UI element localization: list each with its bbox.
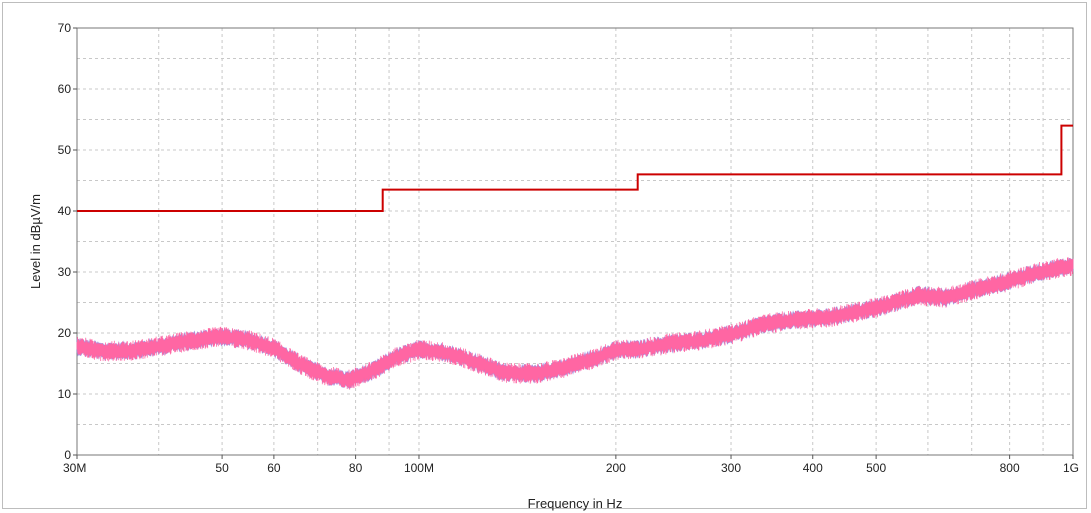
grid [77,28,1073,455]
y-tick-label: 10 [58,387,72,401]
measurement-trace [76,257,1074,390]
y-tick-label: 0 [64,448,71,462]
x-tick-label: 50 [215,461,229,475]
x-tick-label: 300 [721,461,741,475]
y-tick-label: 20 [58,326,72,340]
y-tick-label: 70 [58,21,72,35]
x-tick-label: 1G [1063,461,1079,475]
x-tick-label: 500 [866,461,886,475]
limit-line [77,124,1073,212]
measurement-band [76,258,1074,389]
y-tick-label: 60 [58,82,72,96]
y-tick-label: 30 [58,265,72,279]
y-tick-labels: 0 10 20 30 40 50 60 70 [58,21,77,462]
x-tick-label: 80 [349,461,363,475]
x-axis-label: Frequency in Hz [528,496,623,511]
x-tick-label: 800 [1000,461,1020,475]
x-tick-label: 100M [404,461,434,475]
y-tick-label: 50 [58,143,72,157]
limit-step-line [77,124,1073,212]
x-tick-label: 200 [606,461,626,475]
x-tick-labels: 30M 50 60 80 100M 200 300 400 500 800 1G [63,455,1079,475]
x-tick-label: 30M [63,461,86,475]
measurement-noise [76,257,1074,390]
y-axis-label: Level in dBµV/m [28,194,43,289]
plot-border [76,27,1074,456]
x-tick-label: 400 [803,461,823,475]
x-tick-label: 60 [267,461,281,475]
y-tick-label: 40 [58,204,72,218]
